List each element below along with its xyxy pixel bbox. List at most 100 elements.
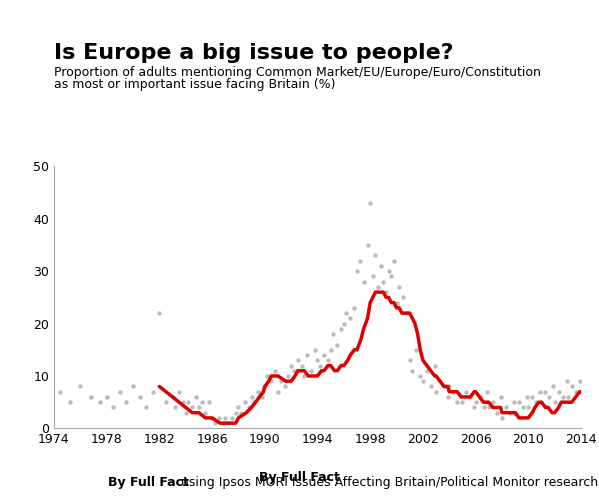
Point — [431, 388, 441, 396]
Point — [563, 393, 573, 401]
Point — [412, 346, 421, 354]
Point — [379, 278, 388, 286]
Point — [273, 388, 283, 396]
Point — [528, 393, 537, 401]
Point — [267, 377, 276, 385]
Point — [567, 383, 577, 391]
Point — [571, 388, 580, 396]
Point — [286, 361, 296, 369]
Point — [554, 388, 564, 396]
Point — [75, 383, 85, 391]
Point — [389, 257, 399, 265]
Point — [258, 393, 267, 401]
Text: By Full Fact: By Full Fact — [108, 476, 189, 489]
Point — [479, 403, 488, 411]
Point — [196, 398, 206, 406]
Point — [558, 393, 567, 401]
Point — [223, 419, 232, 427]
Point — [174, 388, 184, 396]
Point — [205, 398, 214, 406]
Point — [365, 199, 375, 207]
Point — [492, 409, 501, 417]
Point — [179, 398, 188, 406]
Point — [346, 314, 355, 323]
Point — [249, 398, 259, 406]
Point — [207, 414, 217, 422]
Point — [373, 283, 383, 291]
Point — [234, 403, 243, 411]
Point — [386, 272, 396, 280]
Point — [244, 403, 254, 411]
Point — [518, 403, 528, 411]
Point — [484, 403, 494, 411]
Point — [141, 403, 151, 411]
Point — [368, 272, 377, 280]
Point — [509, 398, 519, 406]
Point — [300, 372, 309, 380]
Point — [376, 262, 386, 270]
Point — [381, 288, 391, 296]
Point — [128, 383, 138, 391]
Point — [352, 267, 362, 275]
Point — [475, 393, 485, 401]
Point — [302, 351, 311, 359]
Point — [115, 388, 125, 396]
Point — [95, 398, 105, 406]
Point — [371, 251, 380, 260]
Point — [430, 361, 440, 369]
Point — [444, 383, 454, 391]
Point — [218, 419, 228, 427]
Point — [405, 356, 415, 364]
Point — [359, 278, 368, 286]
Point — [515, 398, 524, 406]
Point — [289, 367, 298, 375]
Point — [297, 361, 307, 369]
Point — [108, 403, 118, 411]
Text: Proportion of adults mentioning Common Market/EU/Europe/Euro/Constitution: Proportion of adults mentioning Common M… — [54, 66, 541, 79]
Point — [155, 309, 164, 317]
Text: By Full Fact using Ipsos MORI Issues Affecting Britain/Political Monitor researc: By Full Fact using Ipsos MORI Issues Aff… — [28, 471, 571, 484]
Point — [392, 298, 401, 306]
Point — [426, 383, 435, 391]
Point — [65, 398, 74, 406]
Point — [183, 398, 193, 406]
Point — [210, 419, 219, 427]
Point — [562, 377, 571, 385]
Point — [575, 377, 585, 385]
Point — [483, 388, 492, 396]
Point — [471, 398, 480, 406]
Point — [284, 372, 294, 380]
Point — [355, 257, 364, 265]
Text: Is Europe a big issue to people?: Is Europe a big issue to people? — [54, 43, 453, 63]
Point — [236, 409, 246, 417]
Text: as most or important issue facing Britain (%): as most or important issue facing Britai… — [54, 78, 335, 91]
Point — [276, 377, 285, 385]
Point — [522, 393, 532, 401]
Point — [403, 309, 412, 317]
Point — [122, 398, 131, 406]
Point — [328, 330, 338, 338]
Point — [531, 398, 541, 406]
Point — [170, 403, 180, 411]
Point — [462, 388, 471, 396]
Point — [332, 341, 342, 349]
Point — [168, 393, 177, 401]
Point — [201, 409, 210, 417]
Text: using Ipsos MORI Issues Affecting Britain/Political Monitor research archive: using Ipsos MORI Issues Affecting Britai… — [177, 476, 599, 489]
Point — [398, 293, 408, 301]
Point — [384, 267, 394, 275]
Point — [524, 403, 533, 411]
Point — [227, 414, 237, 422]
Point — [549, 383, 558, 391]
Point — [56, 388, 65, 396]
Point — [497, 414, 507, 422]
Point — [536, 388, 545, 396]
Point — [181, 409, 190, 417]
Point — [323, 356, 333, 364]
Point — [161, 398, 171, 406]
Point — [293, 356, 302, 364]
Point — [363, 241, 373, 249]
Point — [496, 393, 506, 401]
Point — [306, 367, 316, 375]
Point — [394, 283, 404, 291]
